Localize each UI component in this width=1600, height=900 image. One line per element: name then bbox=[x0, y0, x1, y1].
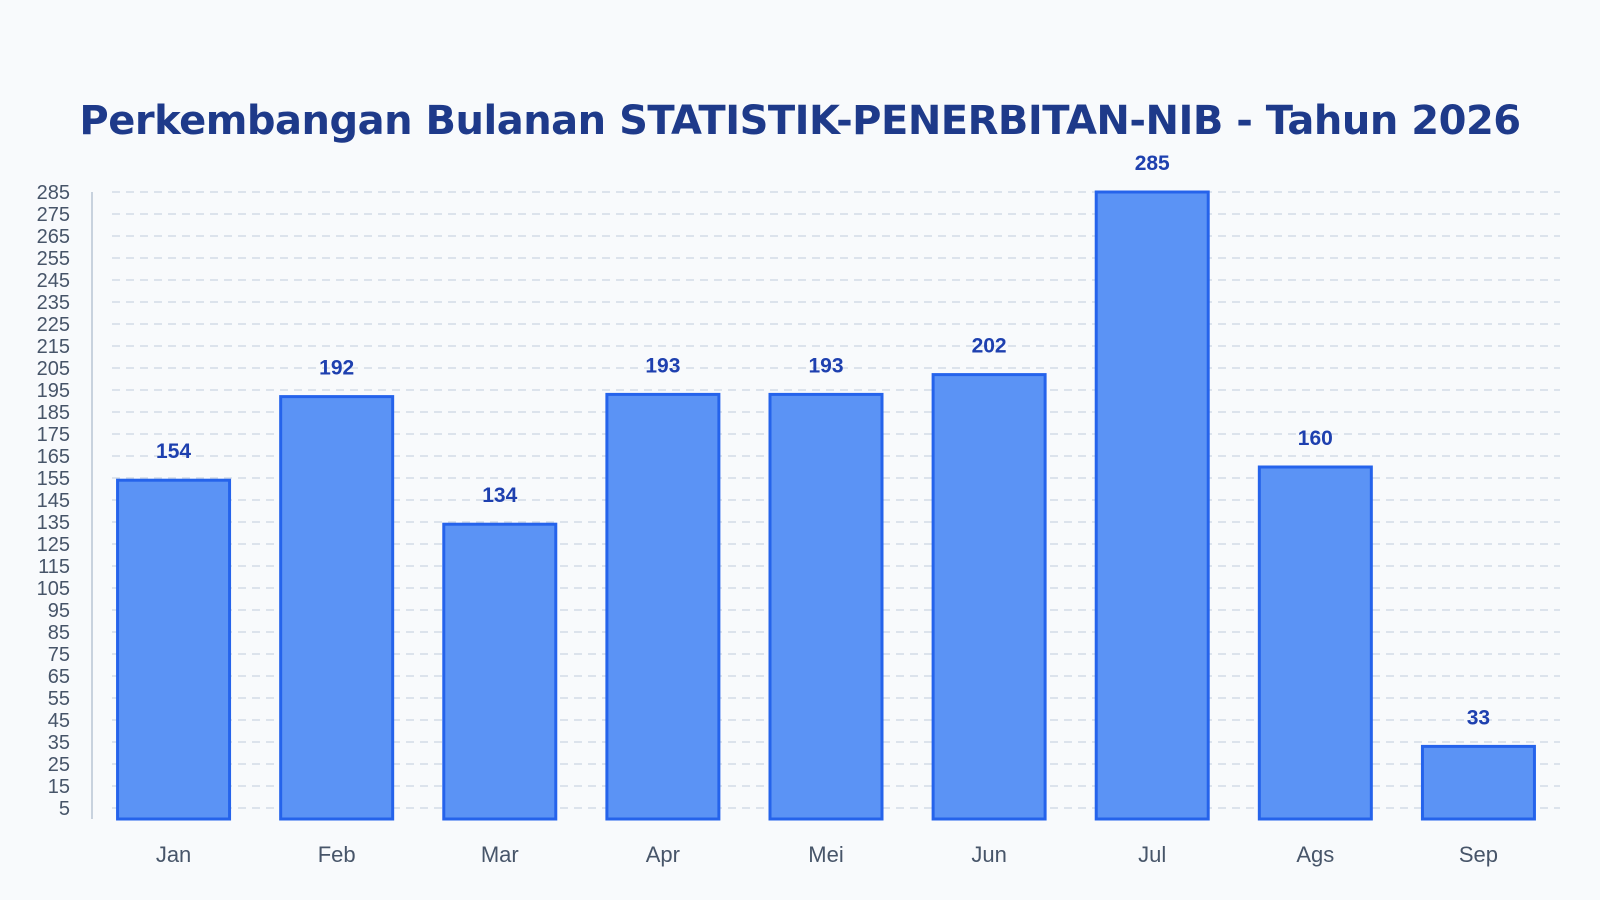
y-tick-label: 105 bbox=[37, 578, 70, 600]
x-tick-label: Mar bbox=[481, 842, 519, 867]
data-label: 192 bbox=[319, 357, 354, 380]
y-tick-label: 255 bbox=[37, 248, 70, 270]
y-tick-label: 175 bbox=[37, 424, 70, 446]
y-tick-label: 165 bbox=[37, 446, 70, 468]
y-tick-label: 125 bbox=[37, 534, 70, 556]
y-tick-label: 55 bbox=[48, 688, 70, 710]
y-tick-label: 85 bbox=[48, 622, 70, 644]
x-tick-label: Jul bbox=[1138, 842, 1166, 867]
x-tick-label: Ags bbox=[1296, 842, 1334, 867]
y-tick-label: 95 bbox=[48, 600, 70, 622]
chart-title: Perkembangan Bulanan STATISTIK-PENERBITA… bbox=[79, 98, 1521, 144]
data-label: 202 bbox=[972, 335, 1007, 358]
data-label: 193 bbox=[808, 354, 843, 377]
data-label: 193 bbox=[645, 354, 680, 377]
bar-apr bbox=[605, 392, 721, 821]
y-tick-label: 75 bbox=[48, 644, 70, 666]
bar-ags bbox=[1257, 465, 1373, 821]
y-tick-label: 115 bbox=[38, 556, 70, 578]
bar-sep bbox=[1420, 744, 1536, 821]
y-tick-label: 205 bbox=[37, 358, 70, 380]
bar-jul bbox=[1094, 190, 1210, 821]
y-tick-label: 285 bbox=[37, 182, 70, 204]
y-tick-label: 265 bbox=[37, 226, 70, 248]
y-tick-label: 275 bbox=[37, 204, 70, 226]
bar-mar bbox=[442, 522, 558, 821]
x-tick-label: Sep bbox=[1459, 842, 1498, 867]
y-tick-label: 195 bbox=[37, 380, 70, 402]
data-label: 134 bbox=[482, 484, 517, 507]
bar-jun bbox=[931, 373, 1047, 821]
y-tick-label: 15 bbox=[48, 776, 70, 798]
x-tick-label: Jan bbox=[156, 842, 191, 867]
y-tick-label: 225 bbox=[37, 314, 70, 336]
y-tick-label: 45 bbox=[48, 710, 70, 732]
y-tick-label: 235 bbox=[37, 292, 70, 314]
y-tick-label: 245 bbox=[37, 270, 70, 292]
y-tick-label: 185 bbox=[37, 402, 70, 424]
data-label: 160 bbox=[1298, 427, 1333, 450]
y-tick-label: 65 bbox=[48, 666, 70, 688]
y-tick-label: 135 bbox=[37, 512, 70, 534]
y-tick-label: 5 bbox=[59, 798, 70, 820]
data-label: 33 bbox=[1467, 706, 1490, 729]
bar-jan bbox=[116, 478, 232, 821]
y-tick-label: 35 bbox=[48, 732, 70, 754]
x-tick-label: Feb bbox=[318, 842, 356, 867]
y-tick-label: 155 bbox=[37, 468, 70, 490]
data-label: 285 bbox=[1135, 152, 1170, 175]
bar-feb bbox=[279, 395, 395, 821]
x-tick-label: Mei bbox=[808, 842, 843, 867]
data-label: 154 bbox=[156, 440, 191, 463]
x-tick-label: Apr bbox=[646, 842, 680, 867]
bar-mei bbox=[768, 392, 884, 821]
y-tick-label: 215 bbox=[37, 336, 70, 358]
x-tick-label: Jun bbox=[971, 842, 1006, 867]
y-tick-label: 145 bbox=[37, 490, 70, 512]
y-tick-label: 25 bbox=[48, 754, 70, 776]
